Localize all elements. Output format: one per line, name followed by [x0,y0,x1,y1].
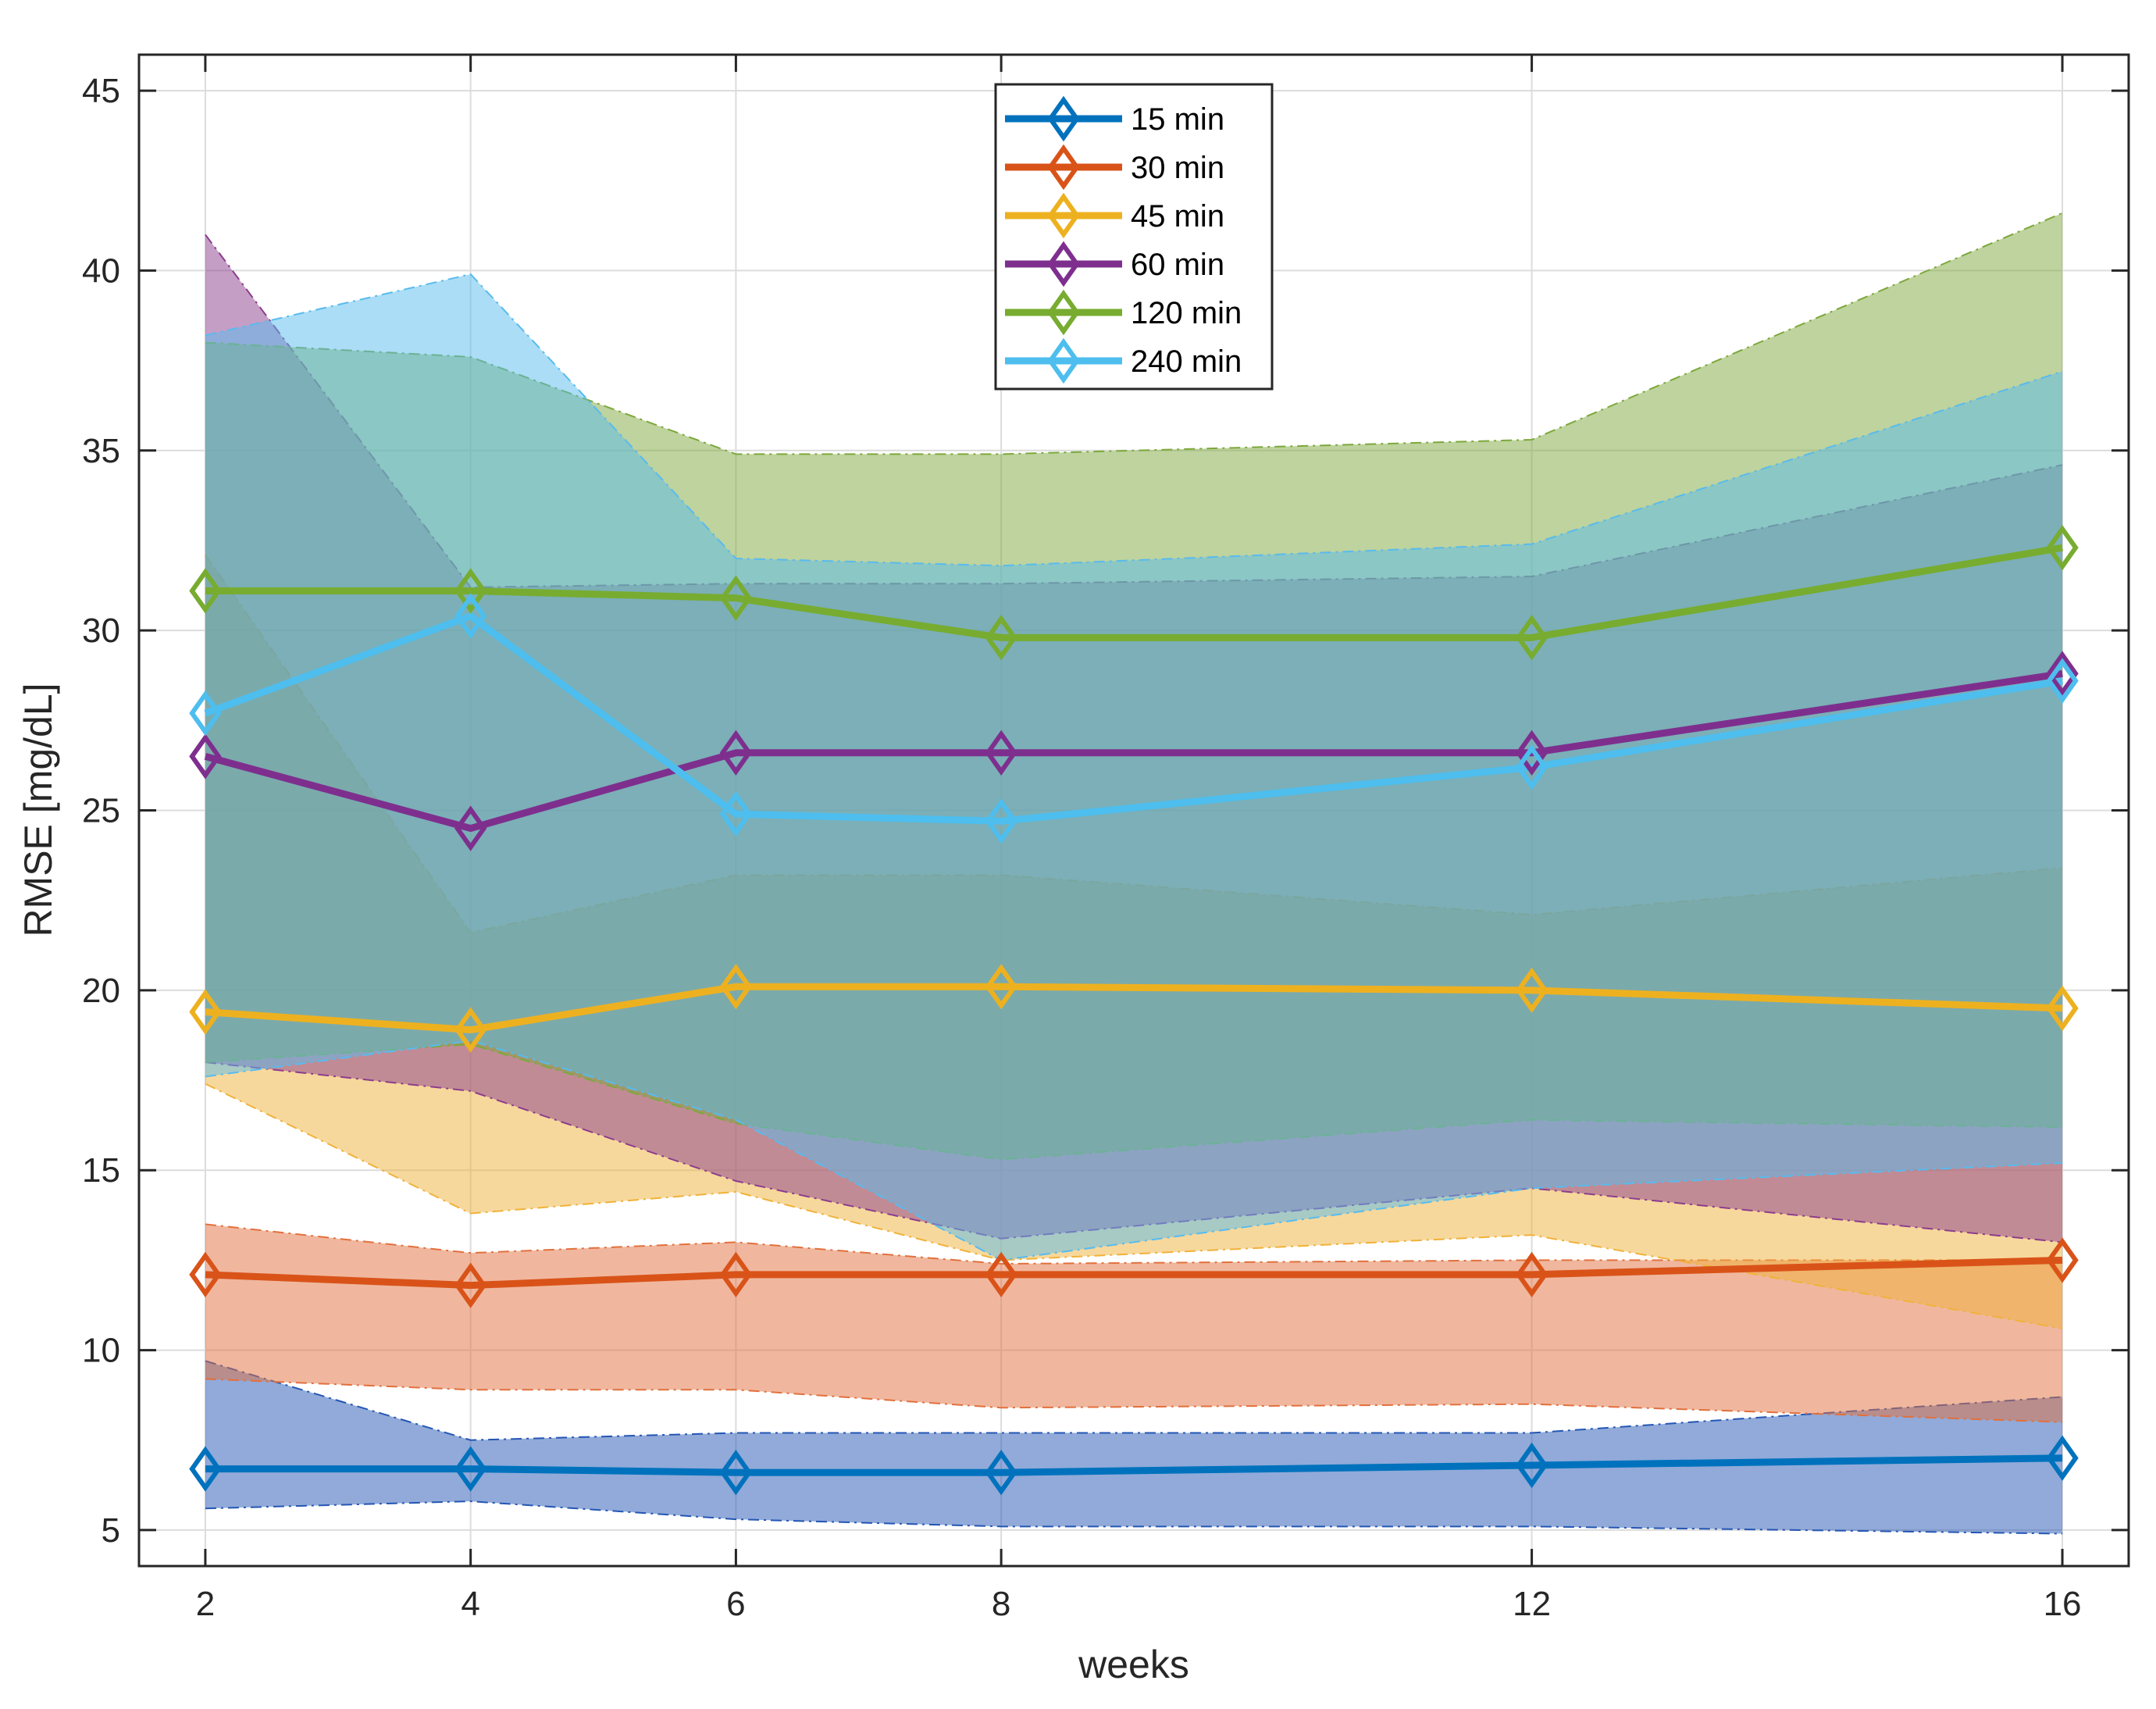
marker-15-min [719,1450,753,1496]
marker-15-min [1515,1442,1548,1489]
legend-entries: 15 min 30 min 45 min 60 min 120 min 240 min [1005,95,1242,384]
line-60-min [204,669,2063,833]
marker-45-min [1515,967,1548,1014]
marker-30-min [189,1251,222,1298]
legend-label-45-min: 45 min [1131,199,1224,234]
marker-30-min [454,1262,487,1308]
marker-60-min [1515,730,1548,776]
line-15-min [205,1454,2063,1476]
legend-marker-30-min [1047,144,1080,191]
marker-45-min [454,1007,487,1053]
band-upper-edge-30-min [205,1223,2063,1265]
marker-240-min [2046,658,2079,704]
legend[interactable]: 15 min 30 min 45 min 60 min 120 min 240 min [994,83,1274,391]
x-tick-label: 12 [1513,1585,1551,1623]
legend-marker-45-min [1047,192,1080,239]
y-tick-label: 45 [82,72,120,110]
marker-45-min [2046,985,2079,1032]
axis-ticks [139,55,2129,1566]
y-tick-label: 25 [82,792,120,830]
band-lower-edge-30-min [205,1378,2063,1423]
legend-marker-60-min [1047,241,1080,287]
band-lower-edge-15-min [205,1500,2063,1535]
marker-120-min [2046,524,2079,571]
legend-box [994,83,1274,391]
marker-60-min [2046,651,2079,697]
x-tick-label: 2 [196,1585,215,1623]
line-30-min [205,1256,2063,1290]
x-tick-label: 4 [461,1585,479,1623]
x-tick-labels: 2 4 6 8 12 16 [196,1585,2082,1623]
legend-marker-240-min [1047,337,1080,384]
band-upper-edge-240-min [205,273,2063,567]
legend-label-30-min: 30 min [1131,151,1224,185]
marker-240-min [985,798,1017,844]
y-tick-label: 5 [102,1511,120,1550]
marker-15-min [2046,1435,2079,1481]
y-axis-label: RMSE [mg/dL] [16,683,60,937]
marker-120-min [189,568,222,614]
legend-label-120-min: 120 min [1131,296,1242,330]
marker-15-min [985,1450,1017,1496]
band-15-min [205,1361,2063,1534]
legend-label-240-min: 240 min [1131,344,1242,379]
marker-45-min [985,964,1017,1010]
y-tick-label: 10 [82,1332,120,1370]
legend-marker-120-min [1047,289,1080,336]
marker-240-min [189,690,222,737]
x-tick-label: 16 [2044,1585,2082,1623]
marker-15-min [189,1446,222,1492]
marker-30-min [719,1251,753,1298]
marker-60-min [719,730,753,776]
band-lower-edge-45-min [205,1083,2063,1329]
legend-marker-15-min [1047,95,1080,142]
marker-45-min [719,964,753,1010]
marker-15-min [454,1446,487,1492]
marker-240-min [1515,744,1548,790]
marker-60-min [454,805,487,851]
y-tick-label: 30 [82,612,120,650]
marker-120-min [1515,615,1548,661]
marker-240-min [719,790,753,837]
marker-60-min [985,730,1017,776]
line-120-min [205,544,2063,641]
marker-120-min [719,575,753,621]
y-tick-label: 35 [82,432,120,470]
y-tick-label: 40 [82,252,120,290]
marker-240-min [454,593,487,639]
marker-30-min [985,1251,1017,1298]
band-upper-edge-15-min [205,1360,2063,1441]
marker-120-min [985,615,1017,661]
series-markers [189,524,2079,1496]
x-tick-label: 8 [992,1585,1010,1623]
y-tick-label: 15 [82,1151,120,1190]
legend-label-15-min: 15 min [1131,102,1224,137]
x-tick-label: 6 [726,1585,745,1623]
band-lower-edge-60-min [205,1061,2063,1243]
line-45-min [205,983,2063,1034]
marker-45-min [189,989,222,1035]
series-lines [204,544,2063,1476]
band-240-min [205,274,2063,1261]
marker-30-min [2046,1237,2079,1283]
legend-label-60-min: 60 min [1131,248,1224,282]
marker-30-min [1515,1251,1548,1298]
marker-120-min [454,568,487,614]
y-tick-label: 20 [82,972,120,1010]
y-tick-labels: 5 10 15 20 25 30 35 40 45 [82,72,120,1550]
x-axis-label: weeks [1078,1643,1189,1686]
line-240-min [204,612,2063,825]
marker-60-min [189,733,222,780]
